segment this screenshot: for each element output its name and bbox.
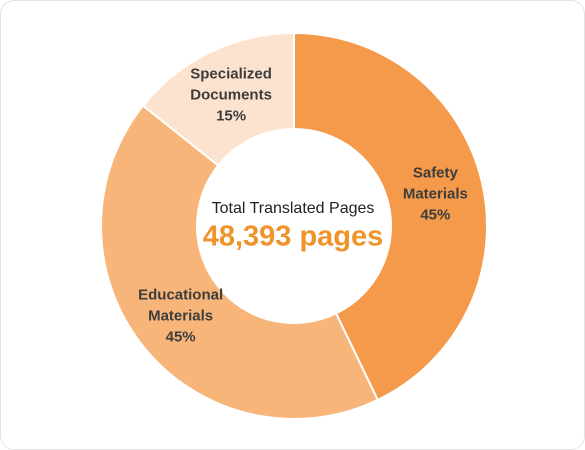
center-title: Total Translated Pages [211, 200, 375, 217]
segment-label: Safety Materials 45% [380, 162, 490, 225]
segment-label: Specialized Documents 15% [176, 64, 286, 127]
value-label: 45% [165, 328, 196, 346]
center-value: 48,393 pages [202, 220, 384, 253]
donut-segment [293, 31, 488, 402]
segment-label: Educational Materials 45% [126, 285, 236, 348]
value-label: 45% [420, 206, 451, 224]
donut-segment [141, 31, 295, 167]
value-label: 15% [216, 107, 247, 125]
category-name: Educational Materials [138, 286, 224, 325]
category-name: Safety Materials [402, 164, 468, 203]
donut-segment [100, 104, 380, 420]
category-name: Specialized Documents [190, 65, 272, 104]
